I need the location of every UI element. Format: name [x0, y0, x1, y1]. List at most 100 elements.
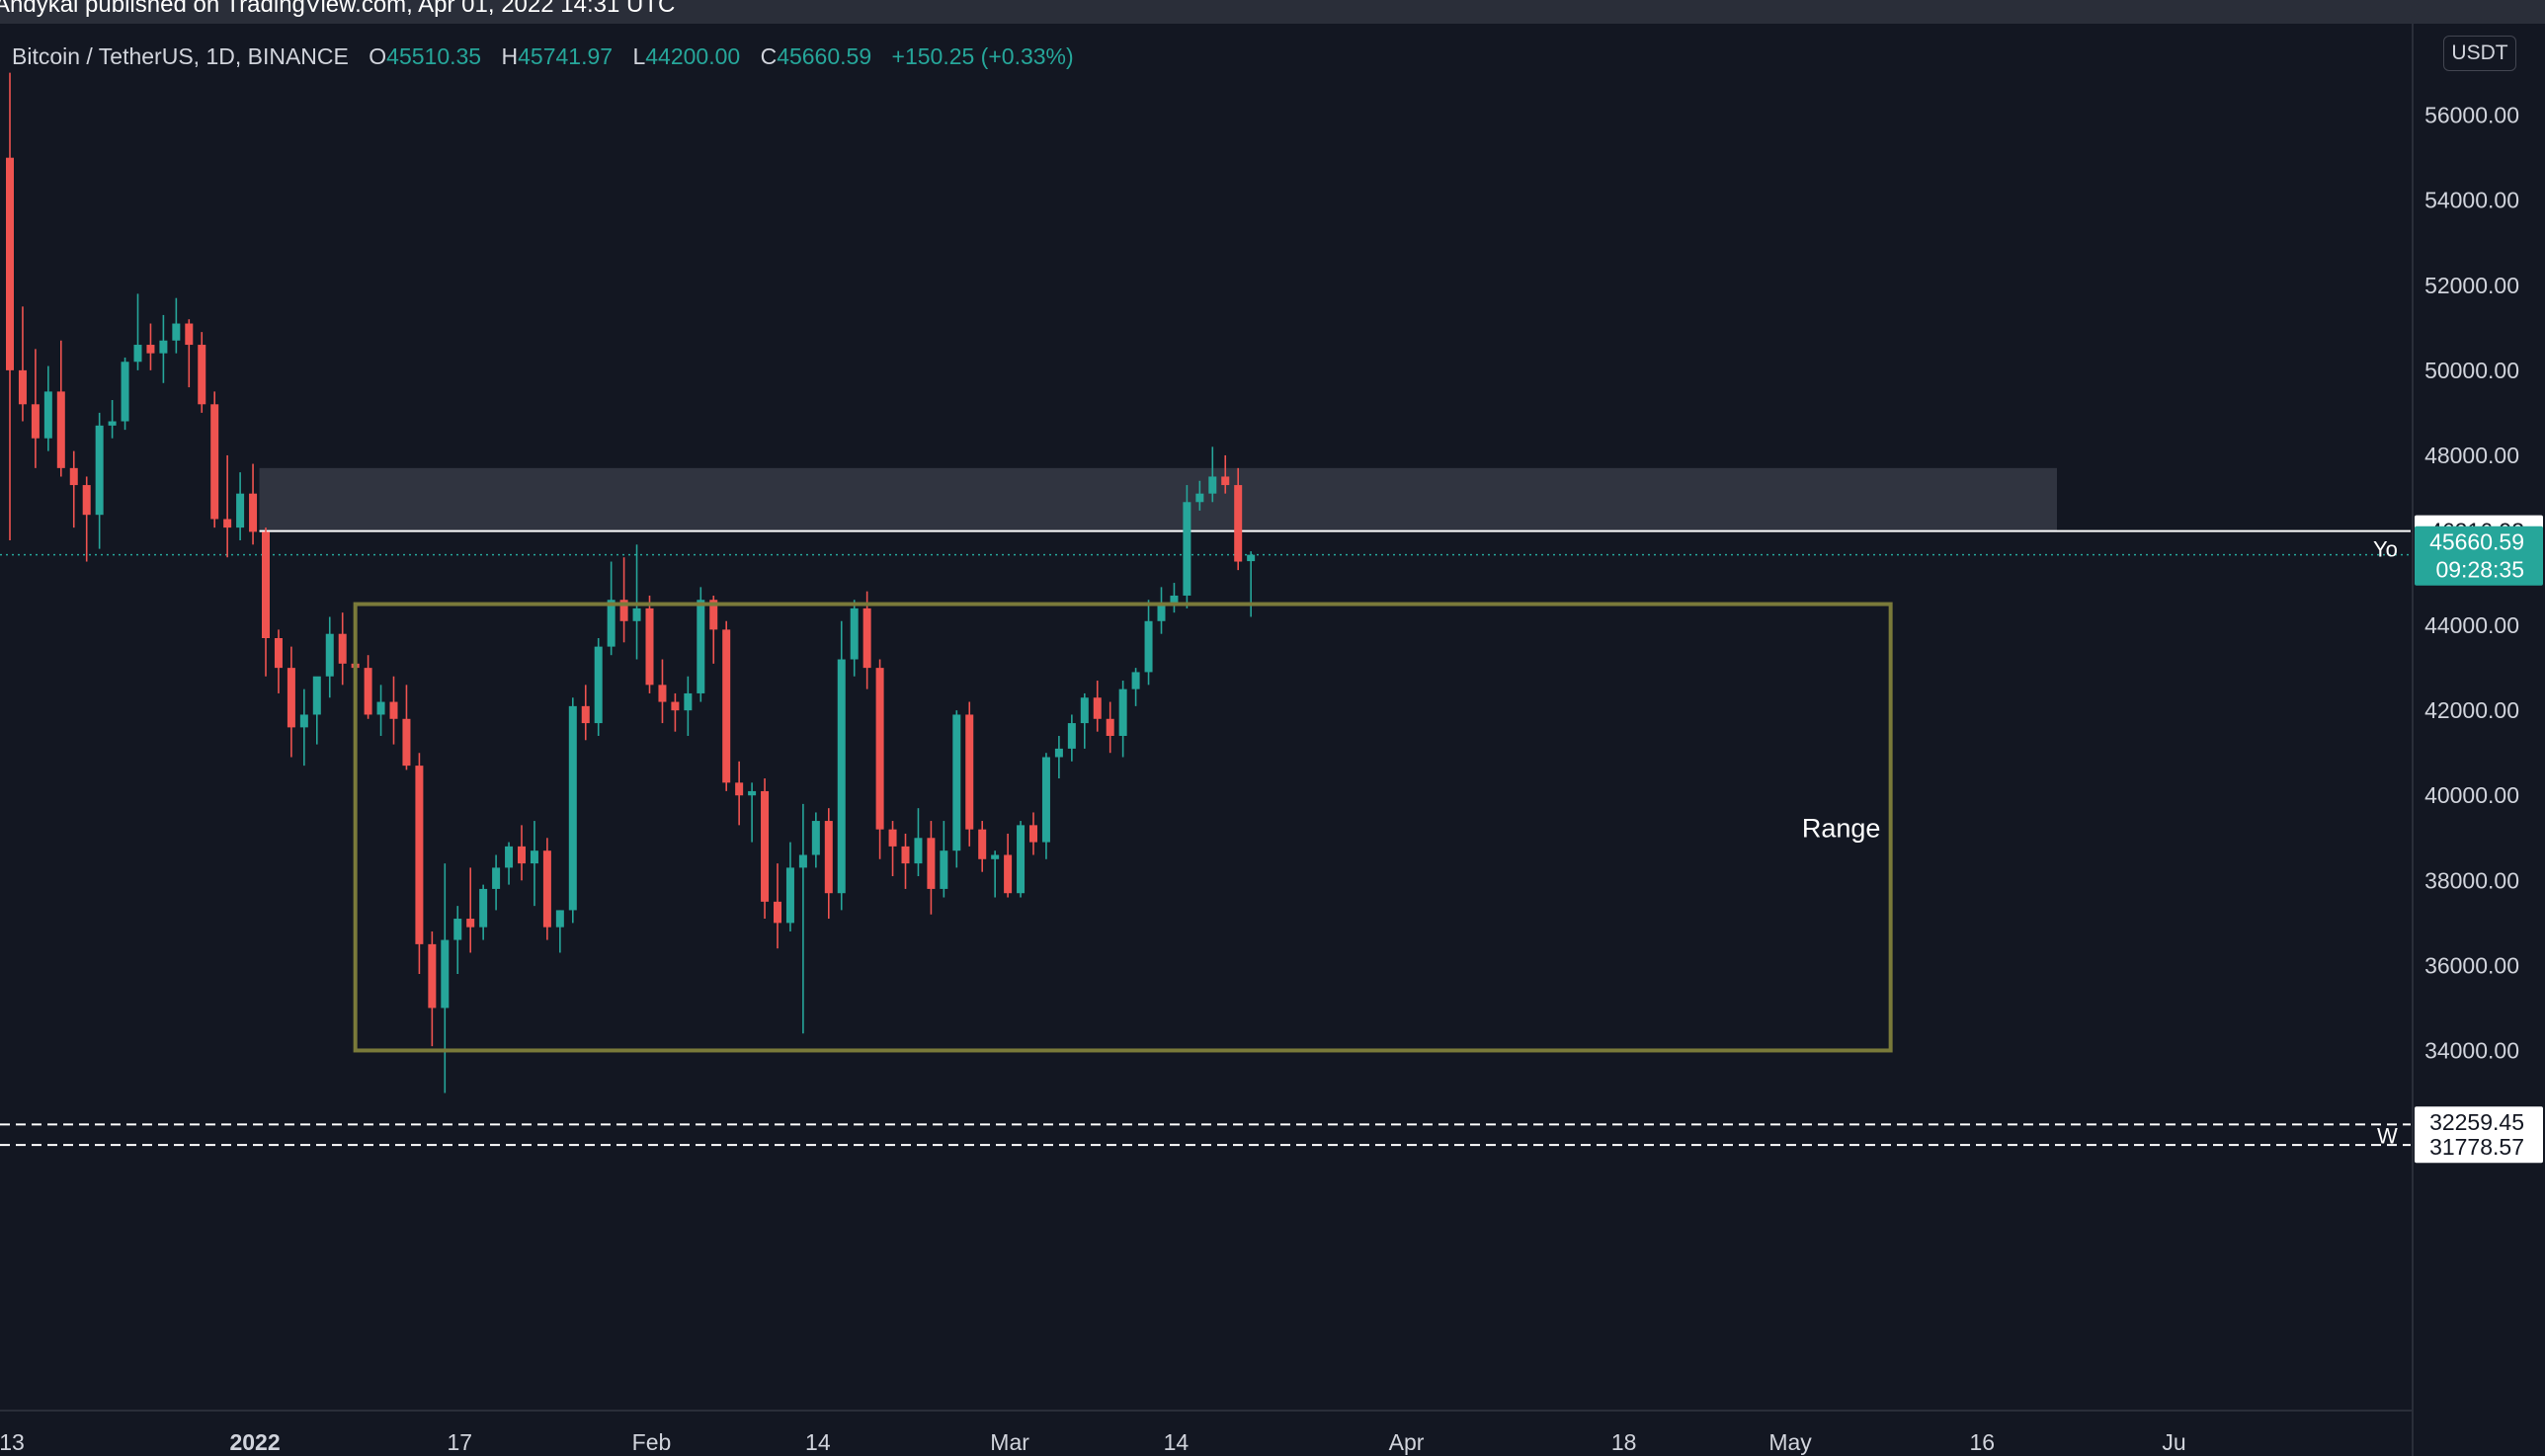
- candle[interactable]: [376, 685, 385, 736]
- candle[interactable]: [1029, 812, 1037, 855]
- candle[interactable]: [568, 697, 577, 924]
- candle[interactable]: [1234, 467, 1243, 571]
- candle[interactable]: [1004, 833, 1013, 898]
- candle[interactable]: [249, 463, 258, 545]
- currency-button[interactable]: USDT: [2443, 36, 2516, 71]
- candle[interactable]: [811, 812, 820, 868]
- candle[interactable]: [555, 910, 564, 953]
- candle[interactable]: [108, 399, 117, 439]
- candle[interactable]: [530, 821, 538, 907]
- candle[interactable]: [658, 659, 667, 724]
- candle[interactable]: [402, 685, 411, 770]
- candle[interactable]: [299, 688, 308, 767]
- candle[interactable]: [697, 587, 705, 702]
- candle[interactable]: [824, 808, 833, 920]
- candle[interactable]: [198, 332, 206, 413]
- candle[interactable]: [441, 863, 450, 1093]
- candle[interactable]: [875, 659, 884, 859]
- candle[interactable]: [479, 884, 488, 940]
- candle[interactable]: [709, 595, 718, 664]
- candle[interactable]: [632, 544, 641, 660]
- price-chart[interactable]: Yo W Range 56000.00 54000.00 52000.00 50000.…: [0, 24, 2545, 1456]
- candle[interactable]: [389, 676, 398, 745]
- candle[interactable]: [82, 476, 91, 562]
- level-tag-1[interactable]: 32259.45: [2415, 1106, 2543, 1139]
- candle[interactable]: [785, 842, 794, 931]
- candle[interactable]: [210, 391, 219, 528]
- candle[interactable]: [415, 753, 424, 974]
- candle[interactable]: [466, 867, 475, 953]
- candle[interactable]: [172, 297, 181, 354]
- candle[interactable]: [748, 782, 757, 843]
- candle[interactable]: [1054, 735, 1063, 779]
- candle[interactable]: [1080, 692, 1089, 749]
- candle[interactable]: [952, 710, 961, 868]
- candle[interactable]: [837, 620, 846, 911]
- candle[interactable]: [901, 833, 910, 889]
- candle[interactable]: [1221, 454, 1230, 494]
- candle[interactable]: [1093, 681, 1102, 732]
- candle[interactable]: [914, 808, 923, 877]
- candle[interactable]: [965, 701, 974, 847]
- candle[interactable]: [121, 357, 129, 431]
- candle[interactable]: [505, 842, 514, 885]
- candle[interactable]: [671, 692, 680, 732]
- candle[interactable]: [146, 323, 155, 370]
- candle[interactable]: [542, 838, 551, 940]
- candle[interactable]: [722, 620, 731, 791]
- candle[interactable]: [581, 685, 590, 741]
- candle[interactable]: [1144, 600, 1153, 686]
- candle[interactable]: [991, 850, 1000, 898]
- candle[interactable]: [862, 591, 871, 689]
- range-box[interactable]: [353, 602, 1893, 1053]
- resistance-zone[interactable]: [259, 467, 2057, 531]
- candle[interactable]: [1017, 821, 1026, 898]
- candle[interactable]: [594, 638, 603, 736]
- candle[interactable]: [1157, 587, 1166, 634]
- candle[interactable]: [325, 616, 334, 698]
- candle[interactable]: [1067, 714, 1076, 762]
- candle[interactable]: [927, 821, 936, 915]
- candle[interactable]: [1183, 485, 1191, 608]
- candle[interactable]: [1041, 753, 1050, 859]
- candle[interactable]: [1118, 681, 1127, 758]
- candle[interactable]: [735, 761, 744, 826]
- candle[interactable]: [287, 646, 295, 758]
- candle[interactable]: [43, 365, 52, 451]
- candle[interactable]: [761, 778, 770, 920]
- candle[interactable]: [684, 676, 693, 736]
- candle[interactable]: [1106, 701, 1114, 754]
- candle[interactable]: [1131, 668, 1140, 706]
- candle[interactable]: [312, 676, 321, 745]
- candle[interactable]: [56, 340, 65, 477]
- candle[interactable]: [428, 930, 437, 1047]
- candle[interactable]: [453, 906, 462, 974]
- candle[interactable]: [888, 821, 897, 877]
- candle[interactable]: [223, 454, 232, 558]
- candle[interactable]: [6, 72, 14, 541]
- candle[interactable]: [31, 349, 40, 468]
- candle[interactable]: [645, 595, 654, 693]
- candle[interactable]: [940, 821, 948, 898]
- candle[interactable]: [133, 293, 142, 370]
- candle[interactable]: [338, 612, 347, 686]
- candle[interactable]: [1170, 583, 1179, 613]
- candle[interactable]: [619, 557, 628, 643]
- level-tag-2[interactable]: 31778.57: [2415, 1131, 2543, 1164]
- candle[interactable]: [850, 600, 859, 677]
- candle[interactable]: [978, 821, 987, 872]
- candle[interactable]: [18, 306, 27, 422]
- candle[interactable]: [1247, 551, 1256, 617]
- candle[interactable]: [518, 825, 526, 881]
- candle[interactable]: [69, 450, 78, 528]
- candle[interactable]: [798, 803, 807, 1034]
- candle[interactable]: [492, 854, 501, 911]
- candle[interactable]: [274, 629, 283, 693]
- candle[interactable]: [236, 472, 245, 541]
- candle[interactable]: [262, 527, 270, 677]
- candle[interactable]: [774, 863, 781, 949]
- candle[interactable]: [364, 655, 372, 719]
- candle[interactable]: [95, 412, 104, 549]
- candle[interactable]: [159, 314, 168, 383]
